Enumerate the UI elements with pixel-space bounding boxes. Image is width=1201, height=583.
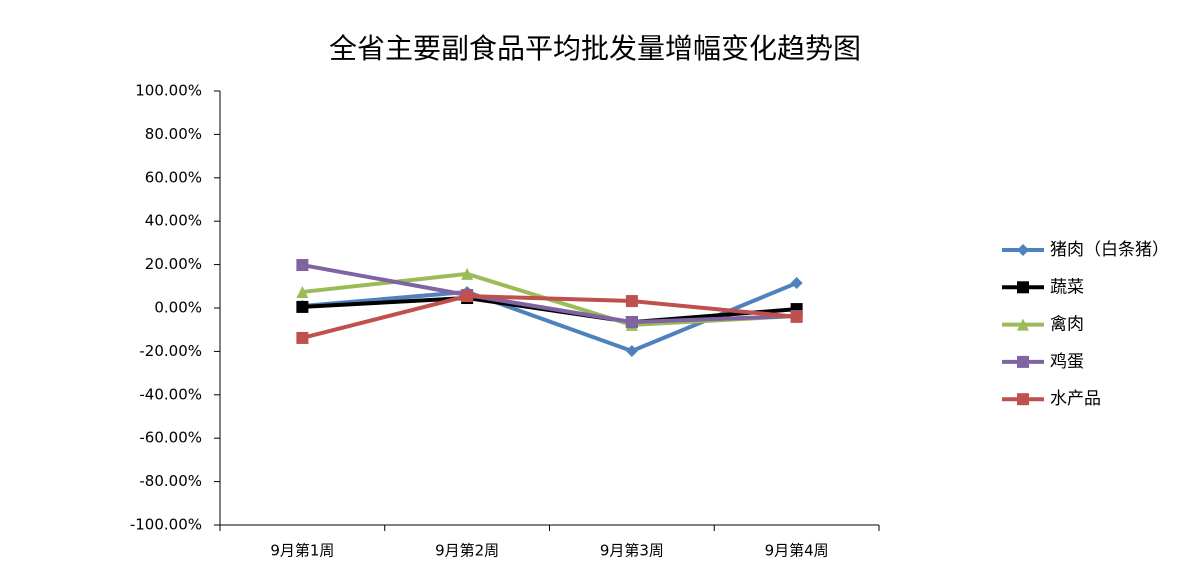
y-tick-label: 60.00%	[145, 168, 202, 186]
legend-label: 禽肉	[1050, 315, 1084, 335]
x-tick-label: 9月第3周	[600, 542, 664, 560]
y-tick-label: 0.00%	[154, 299, 202, 317]
y-tick-label: 80.00%	[145, 125, 202, 143]
legend-marker	[1017, 355, 1029, 368]
data-point	[296, 300, 309, 313]
data-point	[625, 344, 638, 357]
legend-marker	[1017, 318, 1029, 331]
y-tick-label: -60.00%	[139, 429, 202, 447]
y-tick-label: -100.00%	[130, 516, 202, 534]
chart-title: 全省主要副食品平均批发量增幅变化趋势图	[329, 32, 861, 65]
legend-label: 猪肉（白条猪）	[1050, 240, 1169, 260]
y-tick-label: 100.00%	[135, 82, 202, 100]
y-tick-label: 40.00%	[145, 212, 202, 230]
legend-label: 蔬菜	[1050, 277, 1084, 297]
data-point	[790, 310, 803, 323]
data-point	[461, 267, 474, 280]
legend-marker	[1017, 281, 1029, 294]
data-point	[625, 316, 638, 329]
y-tick-label: -20.00%	[139, 342, 202, 360]
series-line	[302, 263, 797, 325]
data-point	[296, 331, 309, 344]
data-point	[296, 285, 309, 298]
legend-label: 鸡蛋	[1050, 352, 1084, 372]
data-point	[296, 259, 309, 272]
series-line	[301, 294, 797, 340]
y-tick-label: -40.00%	[139, 385, 202, 403]
x-tick-label: 9月第2周	[435, 542, 499, 560]
legend-marker	[1017, 393, 1029, 406]
x-tick-label: 9月第4周	[765, 542, 829, 560]
x-tick-label: 9月第1周	[270, 542, 334, 560]
data-point	[625, 295, 638, 308]
data-point	[461, 290, 474, 303]
legend-label: 水产品	[1050, 389, 1101, 409]
y-tick-label: 20.00%	[145, 255, 202, 273]
legend-marker	[1017, 244, 1029, 256]
y-tick-label: -80.00%	[139, 472, 202, 490]
data-point	[790, 277, 803, 290]
